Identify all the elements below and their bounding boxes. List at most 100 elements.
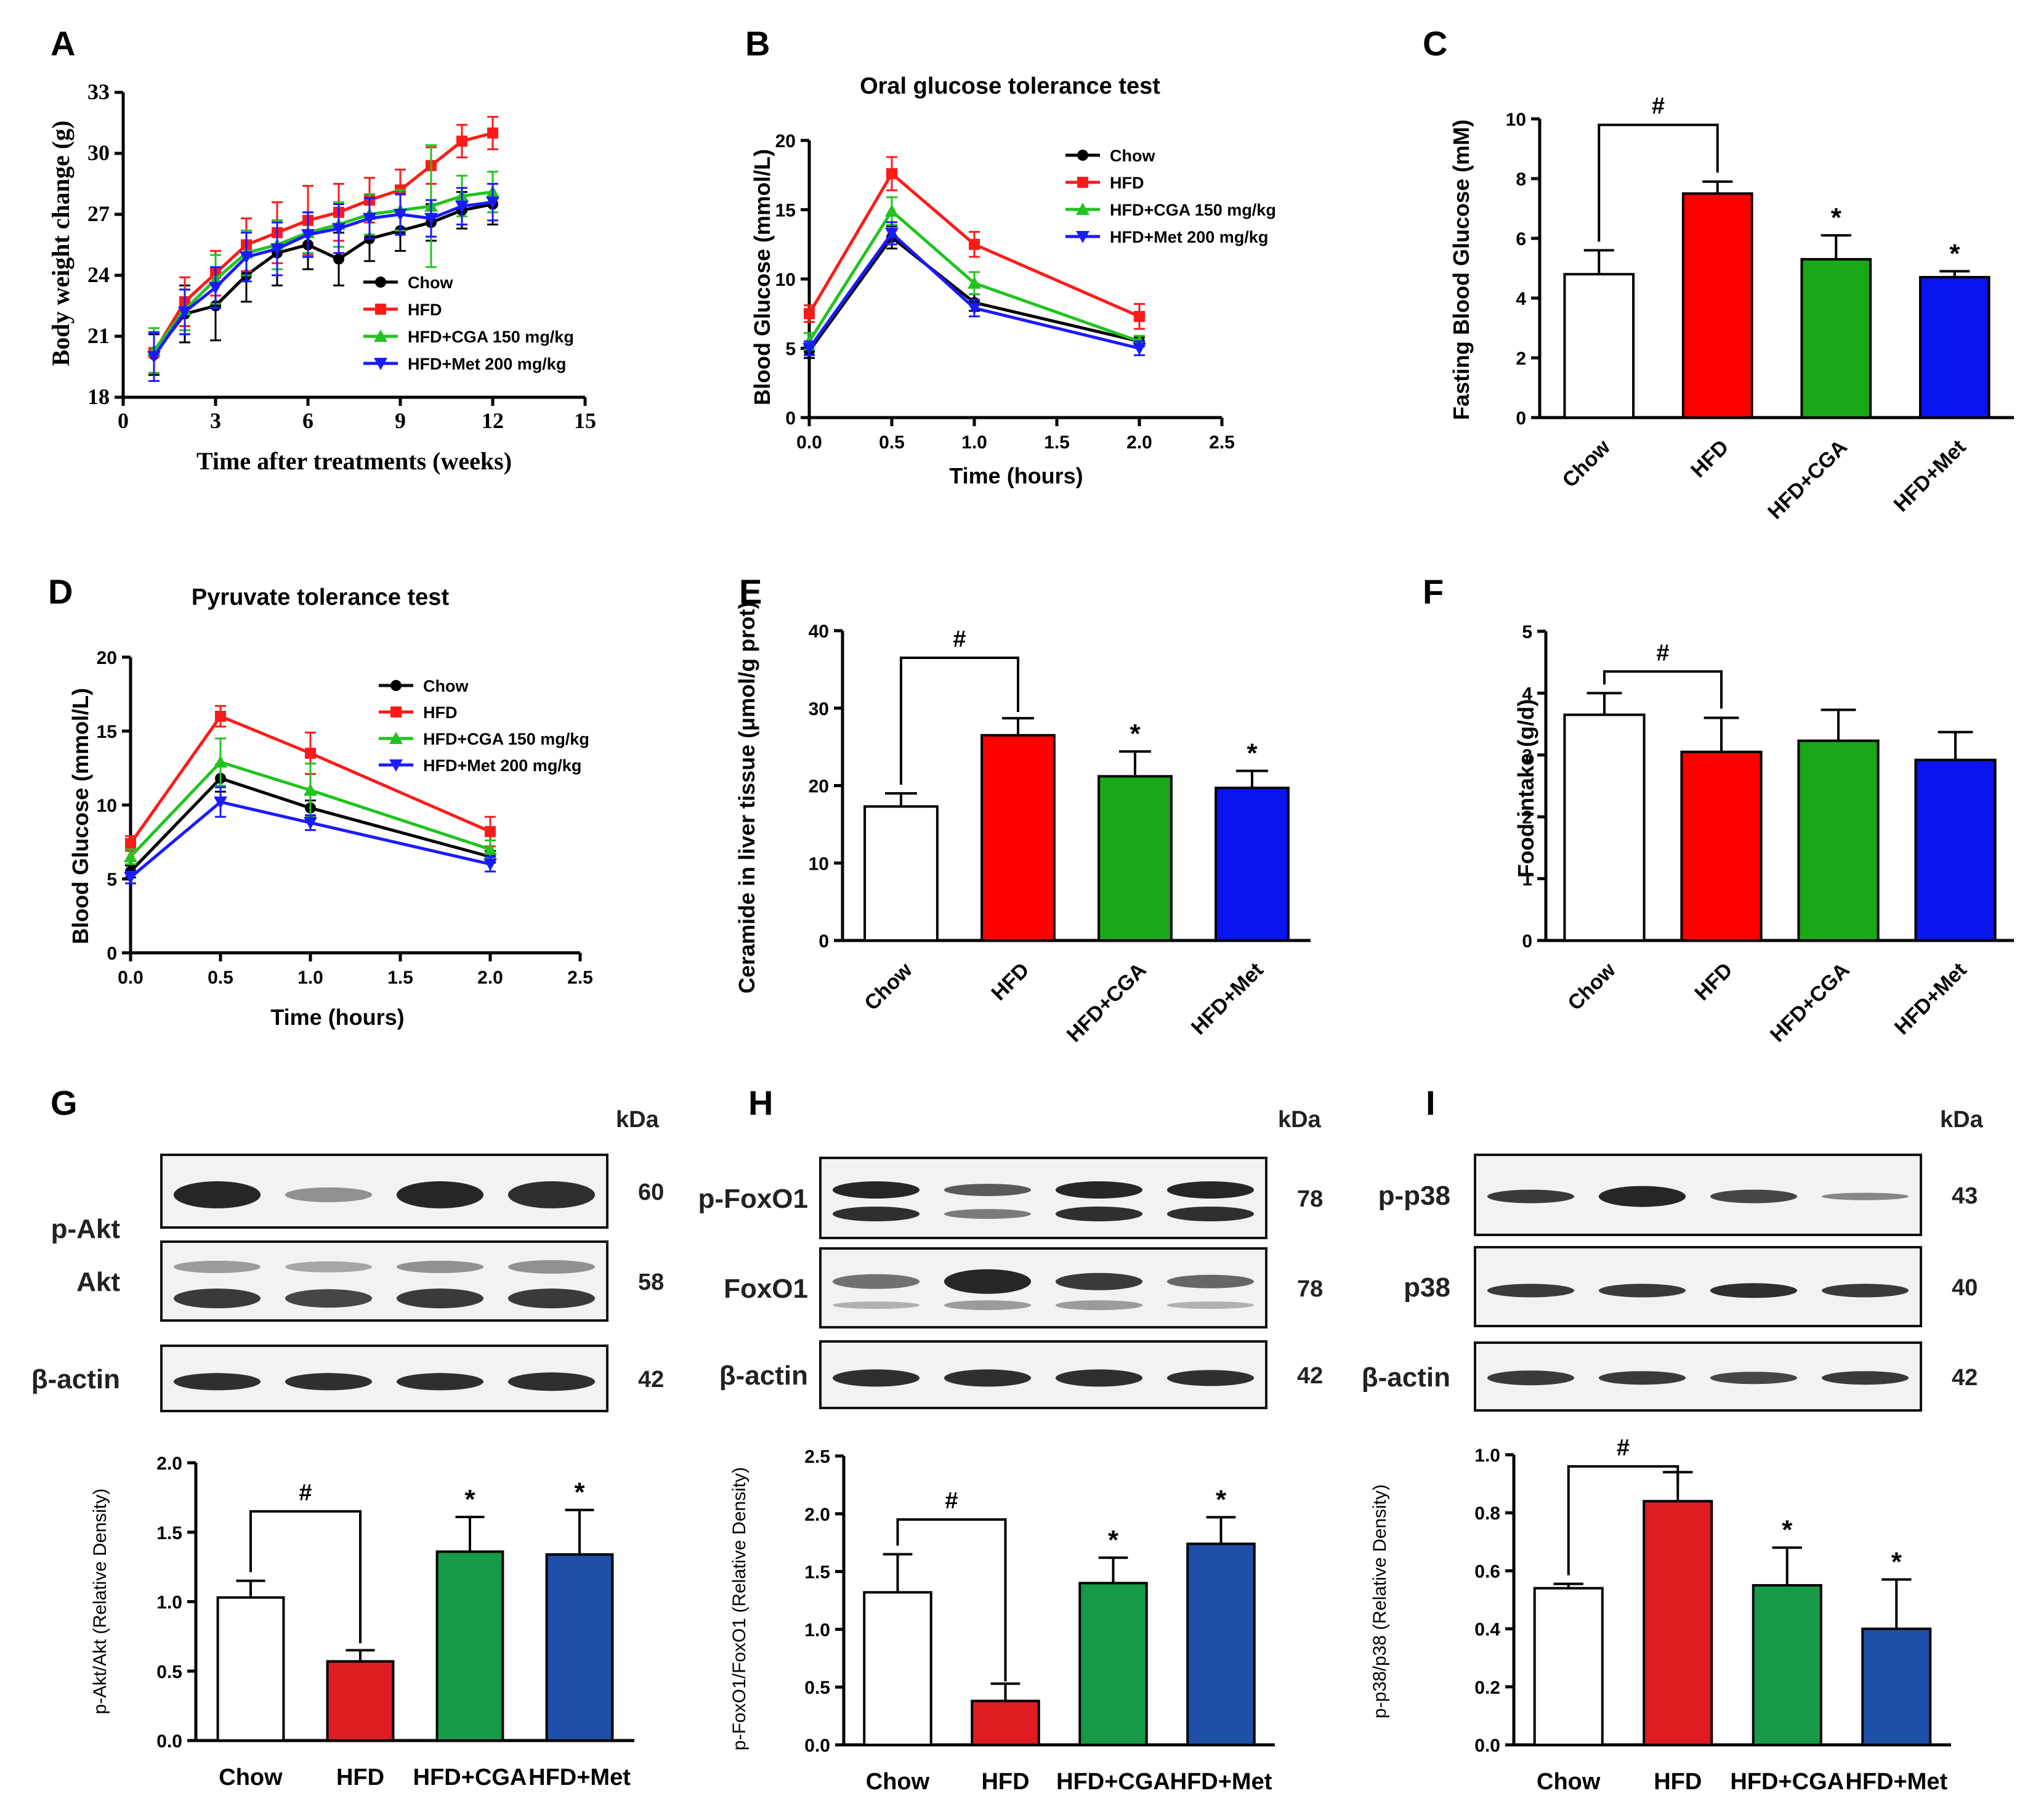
- panel-h-blot-band: [944, 1269, 1032, 1294]
- panel-g-significance-hash: #: [299, 1480, 312, 1506]
- panel-d-point: [214, 796, 227, 809]
- panel-a-xtick-label: 6: [302, 408, 313, 433]
- panel-d-point: [214, 755, 227, 768]
- panel-e-chart: 0 10 20 30 40 Chow HFD HFD+CGA HFD+Met # * *: [809, 621, 1311, 1047]
- panel-g-ytick-label: 2.0: [156, 1454, 182, 1474]
- panel-h-blot-band: [1166, 1274, 1255, 1288]
- panel-c-significance-star: *: [1831, 203, 1842, 233]
- panel-a-axes: [121, 92, 585, 399]
- panel-d-xtick-label: 0.0: [118, 968, 143, 988]
- panel-letter-e: E: [739, 572, 762, 611]
- panel-d-chart: 0.0 0.5 1.0 1.5 2.0 2.5 0 5 10 15 20 Chow HFD HFD+CGA…: [97, 648, 593, 988]
- panel-b-legend-label: HFD+CGA 150 mg/kg: [1110, 201, 1276, 219]
- panel-a-legend-marker: [375, 304, 386, 315]
- panel-a-point: [456, 135, 467, 147]
- panel-c-ytick-label: 6: [1516, 229, 1526, 249]
- panel-g-category-label: HFD: [336, 1765, 384, 1790]
- panel-i-bar-hfd-cga: [1752, 1583, 1822, 1746]
- panel-e-ytick-label: 10: [809, 854, 829, 874]
- panel-a-legend-label: HFD+Met 200 mg/kg: [408, 355, 566, 373]
- panel-b-ylabel: Blood Glucose (mmol/L): [750, 149, 775, 405]
- panel-g-chart: 0.0 0.5 1.0 1.5 2.0 Chow HFD HFD+CGA HFD+Met # * *: [156, 1454, 634, 1790]
- panel-g-blot-band: [507, 1372, 596, 1391]
- panel-i-band-kda: 40: [1952, 1275, 1978, 1301]
- panel-a-ytick-label: 30: [87, 140, 110, 165]
- panel-g-band-label: β-actin: [31, 1364, 120, 1394]
- panel-f-ytick-label: 4: [1522, 684, 1532, 704]
- panel-e-bar-hfd-met: [1215, 787, 1290, 942]
- panel-g-band-label: Akt: [76, 1267, 120, 1297]
- panel-i-band-label: p38: [1404, 1272, 1450, 1303]
- panel-d-ytick-label: 15: [97, 722, 117, 742]
- panel-f-category-label: Chow: [1563, 958, 1620, 1015]
- panel-e-category-label: HFD+Met: [1187, 958, 1268, 1040]
- panel-h-blot-band: [1166, 1181, 1255, 1199]
- panel-i-blot-band: [1821, 1192, 1909, 1200]
- panel-b-point: [804, 308, 815, 320]
- panel-i-western-blot: p-p38 43 p38 40 β-actin 42: [1362, 1154, 1978, 1412]
- panel-b-point: [968, 276, 981, 289]
- panel-a-legend-marker: [375, 277, 386, 288]
- panel-c-category-label: HFD+Met: [1890, 435, 1971, 517]
- panel-i-category-label: HFD: [1654, 1769, 1702, 1795]
- panel-h-blot-band: [944, 1209, 1032, 1219]
- panel-i-blot-band: [1710, 1372, 1798, 1385]
- panel-d-legend-label: HFD: [423, 703, 458, 722]
- panel-h-category-label: HFD: [981, 1769, 1029, 1795]
- panel-i-band-kda: 42: [1952, 1365, 1978, 1391]
- blots-layer: p-Akt 60 Akt 58 β-actin 42 p-FoxO1 78 FoxO1 78 β-a…: [31, 1154, 1978, 1412]
- panel-b-point: [969, 238, 980, 250]
- panel-c-bar-hfd: [1681, 192, 1753, 419]
- panel-h-blot-band: [832, 1181, 920, 1199]
- panel-d-legend-label: HFD+Met 200 mg/kg: [423, 756, 581, 775]
- panel-h-ytick-label: 1.5: [804, 1563, 830, 1583]
- panel-g-blot-band: [396, 1260, 484, 1273]
- panel-i-blot-band: [1598, 1284, 1686, 1298]
- panel-g-western-blot: p-Akt 60 Akt 58 β-actin 42: [31, 1154, 664, 1412]
- panel-a-xtick-label: 9: [395, 408, 406, 433]
- panel-h-significance-star: *: [1216, 1484, 1227, 1515]
- panel-a-chart: 0 3 6 9 12 15 18 21 24 27 30 33 Chow HFD HFD+CGA 150 m…: [87, 79, 596, 433]
- panel-a-legend-marker: [374, 358, 387, 370]
- panel-b-xtick-label: 2.0: [1126, 432, 1152, 453]
- panel-g-blot-band: [396, 1373, 484, 1391]
- panel-d-point: [215, 711, 226, 722]
- panel-b-xtick-label: 1.0: [961, 432, 987, 453]
- panel-f-bar-chow: [1563, 713, 1646, 942]
- panel-g-significance-star: *: [574, 1478, 585, 1508]
- panel-g-bar-hfd-met: [545, 1553, 614, 1742]
- panel-d-point: [124, 872, 137, 884]
- panel-h-blot-band: [1055, 1369, 1143, 1387]
- panel-g-blot-band: [173, 1260, 261, 1273]
- panel-i-blot-band: [1710, 1283, 1798, 1298]
- panel-h-blot-band: [832, 1207, 920, 1221]
- panel-letter-d: D: [48, 572, 73, 611]
- panel-b-axes: [807, 140, 1222, 419]
- panel-g-blot-band: [507, 1181, 596, 1208]
- panel-d-xtick-label: 0.5: [208, 968, 233, 988]
- panel-letter-f: F: [1423, 572, 1444, 611]
- panel-b-legend-label: Chow: [1110, 147, 1155, 165]
- panel-i-chart: 0.0 0.2 0.4 0.6 0.8 1.0 Chow HFD HFD+CGA HFD+Met #…: [1474, 1435, 1951, 1795]
- panel-b-title: Oral glucose tolerance test: [860, 73, 1160, 99]
- panel-h-blot-band: [944, 1184, 1032, 1196]
- panel-h-western-blot: p-FoxO1 78 FoxO1 78 β-actin 42: [698, 1157, 1323, 1409]
- panel-g-blot-band: [285, 1373, 373, 1391]
- panel-g-category-label: HFD+Met: [528, 1765, 631, 1790]
- panel-e-ytick-label: 40: [809, 621, 829, 642]
- panel-e-significance-hash: #: [953, 626, 966, 652]
- panel-d-legend-label: HFD+CGA 150 mg/kg: [423, 730, 589, 748]
- panel-i-significance-star: *: [1891, 1547, 1902, 1577]
- panel-g-blot-band: [285, 1187, 373, 1202]
- panel-h-bar-chow: [863, 1591, 932, 1746]
- panel-g-bar-chow: [216, 1596, 285, 1742]
- panel-e-category-label: HFD+CGA: [1062, 958, 1151, 1047]
- panel-d-series-line: [129, 714, 491, 844]
- panel-h-significance-bracket: [896, 1518, 1007, 1681]
- panel-a-point: [332, 223, 346, 236]
- panel-h-bar-hfd: [971, 1699, 1040, 1746]
- panel-g-blot-band: [396, 1288, 484, 1309]
- panel-i-category-label: HFD+CGA: [1730, 1769, 1844, 1795]
- panel-d-ytick-label: 5: [107, 870, 117, 890]
- panel-a-legend-label: HFD+CGA 150 mg/kg: [408, 328, 574, 346]
